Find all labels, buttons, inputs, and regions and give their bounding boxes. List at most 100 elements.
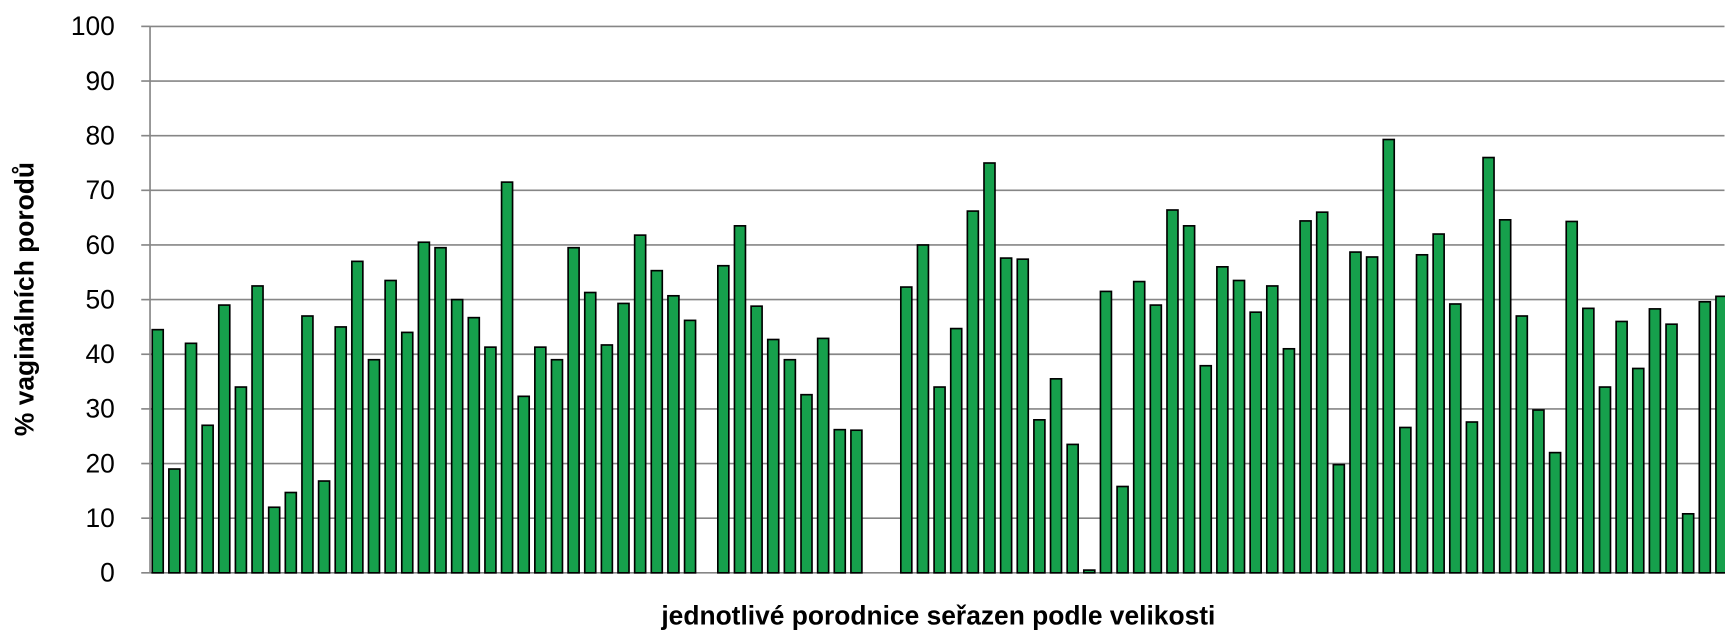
bar: [1482, 156, 1495, 574]
y-axis-label: % vaginálních porodů: [9, 162, 39, 436]
bar: [567, 246, 580, 574]
bar: [1415, 253, 1429, 574]
bar: [717, 264, 730, 574]
bar: [1498, 219, 1512, 574]
bar: [450, 298, 464, 574]
bar: [1399, 426, 1412, 574]
bar: [833, 428, 847, 574]
bar: [151, 328, 165, 574]
bar: [1216, 265, 1229, 574]
bar: [217, 304, 231, 574]
bar: [617, 302, 630, 574]
y-tick-label: 30: [86, 394, 115, 424]
bar: [1116, 485, 1129, 574]
bar: [1082, 569, 1096, 574]
bar: [1631, 367, 1645, 574]
y-tick-label: 0: [100, 558, 115, 588]
bar: [1049, 378, 1063, 574]
bar: [1199, 364, 1213, 574]
bar: [550, 358, 564, 574]
bar: [600, 344, 614, 574]
bar: [367, 358, 381, 574]
bar: [467, 316, 481, 574]
bar: [816, 337, 830, 574]
bar: [334, 326, 348, 574]
bar: [267, 506, 281, 574]
bar: [1016, 258, 1030, 574]
y-tick-label: 10: [86, 503, 115, 533]
bar: [251, 285, 264, 574]
x-axis-label: jednotlivé porodnice seřazen podle velik…: [660, 601, 1215, 631]
bar: [1033, 419, 1046, 574]
bar: [184, 342, 198, 574]
bar: [1532, 409, 1545, 574]
bar: [1332, 463, 1346, 574]
bar: [168, 468, 181, 574]
bar: [1315, 211, 1329, 574]
bar: [1232, 279, 1246, 574]
bar: [583, 291, 597, 574]
bar: [733, 225, 747, 574]
y-tick-label: 80: [86, 120, 115, 150]
bar: [633, 234, 647, 574]
bar: [517, 395, 531, 574]
bar: [1349, 251, 1362, 574]
bar: [1648, 308, 1662, 574]
bar: [783, 358, 797, 574]
bar: [1432, 233, 1445, 574]
bar: [983, 162, 996, 574]
bar: [1448, 303, 1462, 574]
bar: [999, 257, 1013, 574]
bar: [800, 393, 813, 574]
bar: [500, 181, 514, 574]
bar: [284, 491, 298, 574]
bar: [234, 386, 248, 574]
bar: [1548, 451, 1562, 574]
bar: [966, 210, 980, 574]
bar: [1598, 386, 1612, 574]
bar: [766, 338, 780, 574]
y-tick-label: 50: [86, 284, 115, 314]
bar: [949, 327, 963, 574]
bar: [1249, 311, 1262, 574]
bar: [1582, 307, 1595, 574]
y-tick-label: 100: [71, 11, 115, 41]
bar: [1299, 220, 1312, 574]
bar: [933, 386, 946, 574]
bar: [1182, 225, 1196, 574]
bar: [1665, 323, 1678, 574]
bar: [417, 241, 431, 574]
bar: [1132, 280, 1146, 574]
bar: [1066, 443, 1079, 574]
bar: [434, 246, 447, 574]
bar: [683, 319, 697, 574]
bar: [1515, 315, 1529, 574]
bar: [201, 424, 214, 574]
y-tick-label: 70: [86, 175, 115, 205]
bar: [916, 244, 930, 574]
bar: [1382, 138, 1396, 574]
bar: [534, 346, 547, 574]
bar: [1149, 304, 1163, 574]
y-tick-label: 60: [86, 230, 115, 260]
bar: [1681, 512, 1695, 574]
bar: [899, 286, 913, 574]
bar: [1099, 290, 1113, 574]
bar: [667, 294, 680, 574]
bar: [400, 331, 414, 574]
bar: [1715, 295, 1725, 574]
bar: [1615, 320, 1628, 574]
bar: [1698, 300, 1712, 574]
y-tick-label: 90: [86, 66, 115, 96]
bar: [301, 315, 314, 574]
bar: [351, 260, 364, 574]
bar: [650, 269, 664, 574]
bar: [317, 480, 331, 574]
bar: [1465, 421, 1479, 574]
bar: [750, 305, 763, 574]
bar: [1365, 256, 1379, 574]
bar: [1166, 209, 1179, 574]
bar: [1265, 285, 1279, 574]
bar: [1282, 347, 1296, 574]
